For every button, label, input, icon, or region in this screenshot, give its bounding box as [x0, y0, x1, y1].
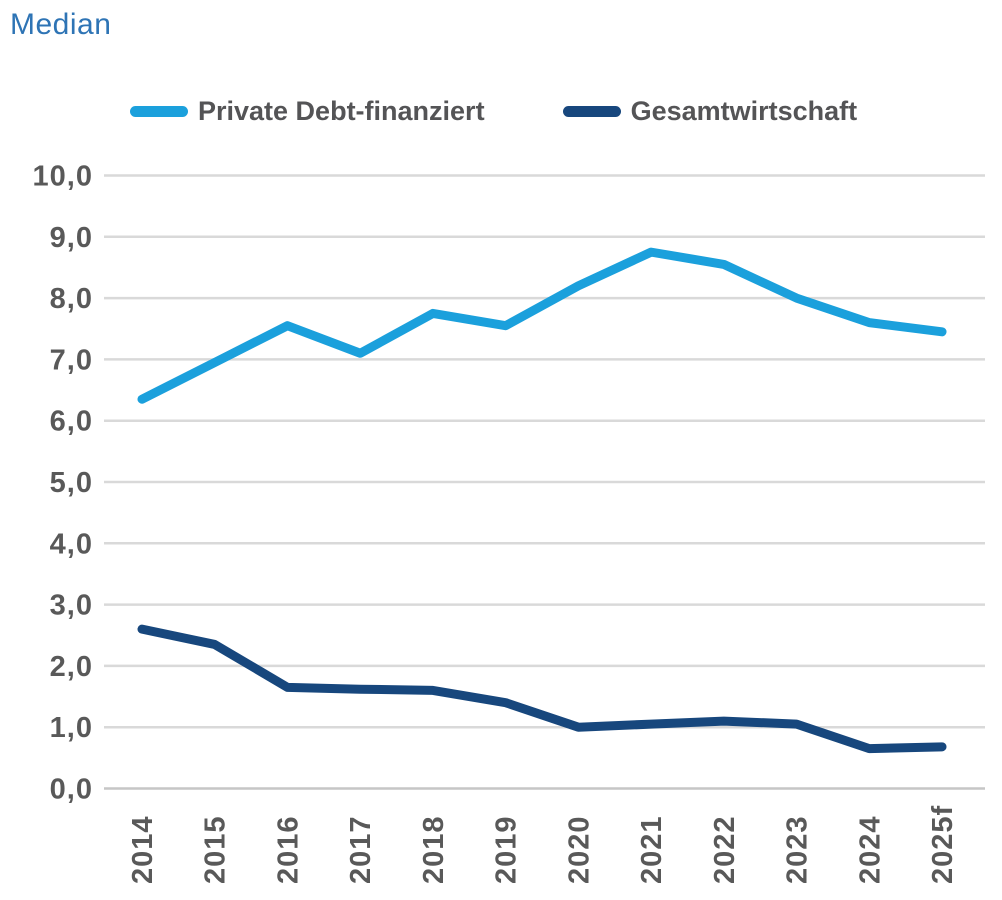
- y-tick-label: 4,0: [50, 528, 93, 560]
- legend-item-gesamtwirtschaft: Gesamtwirtschaft: [562, 96, 858, 127]
- x-tick-label: 2015: [200, 815, 232, 884]
- x-tick-label: 2025f: [927, 805, 959, 884]
- series-line-gesamtwirtschaft: [137, 624, 947, 754]
- x-tick-label: 2017: [345, 815, 377, 884]
- x-tick-label: 2019: [491, 815, 523, 884]
- legend-swatch-gesamtwirtschaft: [562, 106, 621, 117]
- x-tick-label: 2024: [854, 815, 886, 884]
- y-tick-label: 5,0: [50, 467, 93, 499]
- y-tick-label: 1,0: [50, 712, 93, 744]
- legend-item-private-debt: Private Debt-finanziert: [130, 96, 485, 127]
- x-tick-label: 2016: [272, 815, 304, 884]
- y-tick-label: 0,0: [50, 774, 93, 806]
- legend-swatch-private-debt: [130, 106, 188, 117]
- x-tick-label: 2021: [636, 815, 668, 884]
- y-tick-label: 6,0: [50, 406, 93, 438]
- y-tick-label: 3,0: [50, 590, 93, 622]
- y-tick-label: 7,0: [50, 344, 93, 376]
- x-tick-label: 2020: [563, 815, 595, 884]
- y-tick-label: 8,0: [50, 283, 93, 315]
- series-line-private-debt-finanziert: [137, 247, 947, 404]
- x-tick-label: 2018: [418, 815, 450, 884]
- y-tick-label: 10,0: [33, 161, 93, 193]
- legend-label-private-debt: Private Debt-finanziert: [198, 96, 485, 126]
- y-tick-label: 2,0: [50, 651, 93, 683]
- x-tick-label: 2023: [782, 815, 814, 884]
- legend: Private Debt-finanziert Gesamtwirtschaft: [130, 96, 857, 127]
- y-tick-label: 9,0: [50, 222, 93, 254]
- x-tick-label: 2014: [127, 815, 159, 884]
- page-title: Median: [10, 8, 112, 41]
- legend-label-gesamtwirtschaft: Gesamtwirtschaft: [630, 96, 858, 126]
- x-tick-label: 2022: [709, 815, 741, 884]
